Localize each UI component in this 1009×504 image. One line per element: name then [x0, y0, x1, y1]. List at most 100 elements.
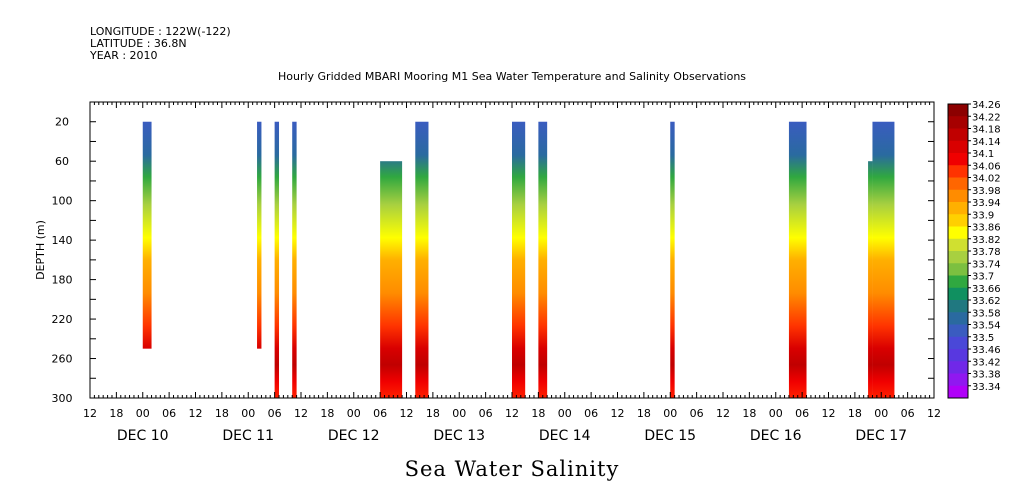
- colorbar-label: 33.46: [972, 345, 1001, 356]
- x-hour-tick-label: 18: [109, 407, 123, 420]
- x-hour-tick-label: 18: [742, 407, 756, 420]
- colorbar-label: 33.58: [972, 308, 1001, 319]
- axes: [89, 101, 935, 399]
- colorbar-swatch: [948, 104, 968, 117]
- x-hour-tick-label: 06: [584, 407, 598, 420]
- latitude-label: LATITUDE : 36.8N: [90, 37, 187, 50]
- colorbar-swatch: [948, 238, 968, 252]
- y-tick-label: 20: [55, 116, 69, 129]
- colorbar-label: 33.86: [972, 223, 1001, 234]
- colorbar-label: 33.54: [972, 321, 1001, 332]
- profile-bar-10: [868, 161, 873, 398]
- x-hour-tick-label: 18: [531, 407, 545, 420]
- x-hour-tick-label: 12: [83, 407, 97, 420]
- x-hour-tick-label: 12: [927, 407, 941, 420]
- colorbar-swatch: [948, 287, 968, 301]
- y-tick-label: 220: [52, 313, 73, 326]
- chart-title: Hourly Gridded MBARI Mooring M1 Sea Wate…: [278, 70, 746, 83]
- colorbar-label: 33.42: [972, 357, 1001, 368]
- colorbar-swatch: [948, 226, 968, 240]
- profile-bar-11: [872, 121, 895, 398]
- colorbar-swatch: [948, 251, 968, 264]
- colorbar-label: 34.06: [972, 161, 1001, 172]
- colorbar-label: 33.94: [972, 198, 1001, 209]
- colorbar-label: 34.22: [972, 112, 1001, 123]
- data-bars: [142, 121, 895, 398]
- colorbar-label: 33.62: [972, 296, 1001, 307]
- x-hour-tick-label: 06: [901, 407, 915, 420]
- y-tick-label: 300: [52, 392, 73, 405]
- x-hour-tick-label: 00: [769, 407, 783, 420]
- colorbar-label: 33.66: [972, 284, 1001, 295]
- x-hour-tick-label: 06: [795, 407, 809, 420]
- colorbar-swatch: [948, 116, 968, 129]
- y-tick-label: 180: [52, 274, 73, 287]
- x-date-label: DEC 13: [433, 428, 485, 444]
- colorbar: 34.2634.2234.1834.1434.134.0634.0233.983…: [947, 100, 1001, 399]
- x-date-labels: DEC 10 DEC 11 DEC 12 DEC 13 DEC 14 DEC 15 DEC …: [117, 428, 907, 444]
- colorbar-label: 33.5: [972, 333, 994, 344]
- x-date-label: DEC 16: [750, 428, 802, 444]
- profile-bar-6: [512, 121, 526, 398]
- profile-bar-3: [292, 121, 297, 398]
- profile-bar-4: [380, 161, 403, 398]
- profile-bar-1: [257, 121, 262, 349]
- x-hour-tick-label: 00: [347, 407, 361, 420]
- colorbar-label: 34.02: [972, 174, 1001, 185]
- x-hour-tick-label: 12: [294, 407, 308, 420]
- colorbar-swatch: [948, 373, 968, 387]
- profile-bar-0: [142, 121, 152, 349]
- colorbar-swatch: [948, 312, 968, 325]
- x-hour-tick-label: 12: [611, 407, 625, 420]
- x-hour-tick-label: 18: [426, 407, 440, 420]
- x-hour-tick-label: 06: [268, 407, 282, 420]
- x-date-label: DEC 11: [222, 428, 274, 444]
- x-hour-tick-label: 12: [822, 407, 836, 420]
- colorbar-swatch: [948, 140, 968, 154]
- colorbar-label: 33.34: [972, 382, 1001, 393]
- profile-bar-9: [788, 121, 807, 398]
- y-axis-label: DEPTH (m): [34, 220, 47, 280]
- colorbar-label: 34.26: [972, 100, 1001, 111]
- x-hour-tick-label: 00: [558, 407, 572, 420]
- y-tick-label: 100: [52, 195, 73, 208]
- colorbar-label: 33.98: [972, 186, 1001, 197]
- x-tick-labels: 12 18 00 06 12 18 00 06 12 18 00 06 12 18 00 06 12 18 00 06…: [83, 407, 941, 420]
- x-hour-tick-label: 00: [136, 407, 150, 420]
- x-hour-tick-label: 12: [400, 407, 414, 420]
- colorbar-label: 34.18: [972, 125, 1001, 136]
- y-tick-labels: 20 60 100 140 180 220 260 300: [52, 116, 73, 405]
- colorbar-swatch: [948, 263, 968, 276]
- x-hour-tick-label: 00: [241, 407, 255, 420]
- colorbar-swatch: [948, 165, 968, 178]
- x-date-label: DEC 15: [644, 428, 696, 444]
- colorbar-swatch: [948, 189, 968, 203]
- colorbar-swatch: [948, 324, 968, 338]
- x-hour-tick-label: 06: [162, 407, 176, 420]
- colorbar-swatch: [948, 349, 968, 362]
- profile-bar-2: [274, 121, 280, 398]
- colorbar-swatch: [948, 153, 968, 166]
- y-tick-label: 60: [55, 155, 69, 168]
- colorbar-swatch: [948, 300, 968, 313]
- colorbar-label: 33.38: [972, 370, 1001, 381]
- profile-bar-7: [538, 121, 548, 398]
- x-date-label: DEC 17: [855, 428, 907, 444]
- x-date-label: DEC 10: [117, 428, 169, 444]
- colorbar-swatch: [948, 214, 968, 227]
- longitude-label: LONGITUDE : 122W(-122): [90, 25, 231, 38]
- colorbar-label: 33.78: [972, 247, 1001, 258]
- x-hour-tick-label: 18: [320, 407, 334, 420]
- colorbar-swatch: [948, 275, 968, 289]
- x-hour-tick-label: 06: [373, 407, 387, 420]
- colorbar-swatch: [948, 128, 968, 142]
- x-hour-tick-label: 12: [505, 407, 519, 420]
- colorbar-swatch: [948, 385, 968, 399]
- x-hour-tick-label: 06: [690, 407, 704, 420]
- profile-bar-8: [670, 121, 675, 398]
- x-hour-tick-label: 00: [874, 407, 888, 420]
- colorbar-swatch: [948, 361, 968, 374]
- colorbar-label: 33.9: [972, 210, 994, 221]
- colorbar-swatch: [948, 336, 968, 350]
